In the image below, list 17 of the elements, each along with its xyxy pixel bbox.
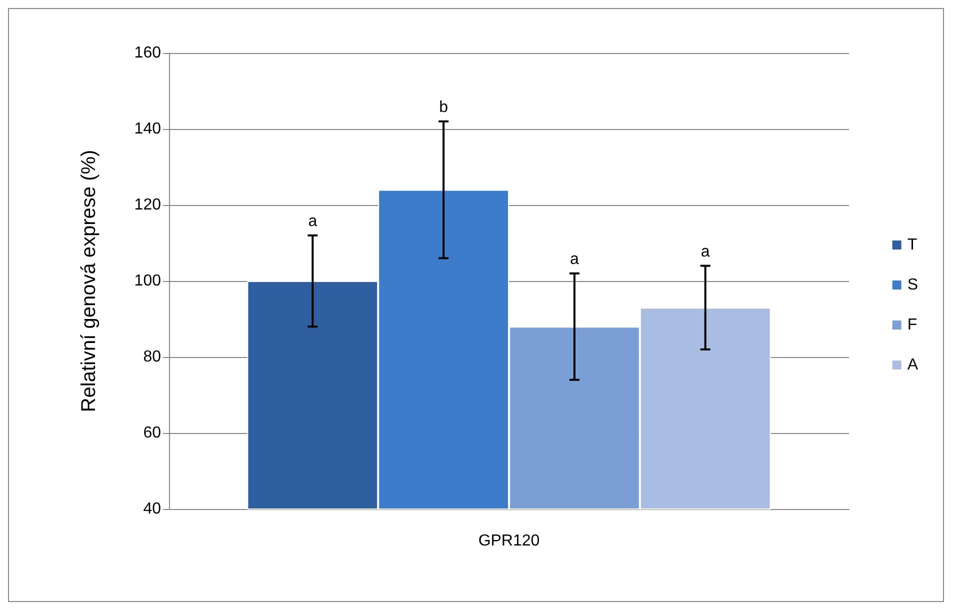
y-tick-label: 100 — [134, 272, 162, 290]
annotation: b — [439, 98, 448, 116]
y-tick-label: 60 — [143, 424, 162, 442]
legend-label: S — [907, 276, 918, 294]
annotation: a — [308, 212, 318, 230]
y-tick-label: 140 — [134, 120, 162, 138]
annotation: a — [570, 250, 579, 268]
y-tick-label: 80 — [143, 348, 162, 366]
legend-label: A — [907, 356, 918, 374]
x-tick-label: GPR120 — [478, 532, 540, 550]
annotation: a — [700, 243, 710, 260]
y-axis-title: Relativní genová exprese (%) — [78, 150, 100, 412]
y-tick-label: 120 — [134, 196, 162, 214]
legend-label: F — [907, 316, 918, 334]
y-tick-label: 40 — [143, 500, 162, 518]
legend-label: T — [907, 236, 918, 254]
y-tick-label: 160 — [134, 44, 162, 62]
